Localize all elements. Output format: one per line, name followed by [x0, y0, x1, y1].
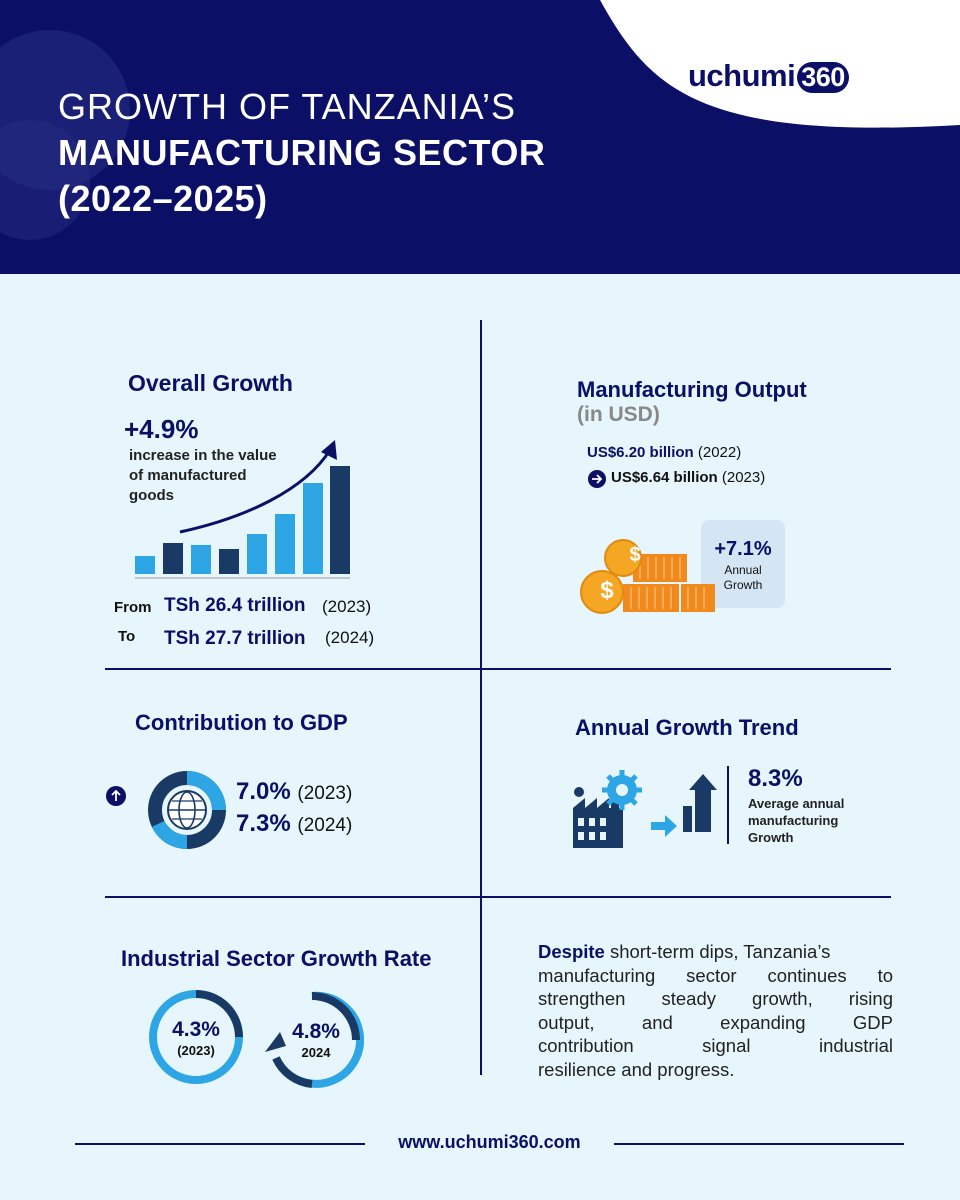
gdp-title: Contribution to GDP — [135, 710, 348, 735]
title-line-3: (2022–2025) — [58, 178, 268, 219]
header-banner: GROWTH OF TANZANIA’S MANUFACTURING SECTO… — [0, 0, 960, 274]
summary-lead: Despite — [538, 941, 605, 962]
trend-label-2: manufacturing — [748, 813, 839, 828]
output-2022-value: US$6.20 billion — [587, 444, 694, 461]
from-value: TSh 26.4 trillion — [164, 595, 306, 616]
from-year: (2023) — [322, 597, 372, 616]
arrow-right-circle-icon — [588, 470, 606, 488]
trend-label-3: Growth — [748, 830, 794, 845]
output-2022-year: (2022) — [697, 444, 742, 461]
summary-line-3: strengthen steady growth, rising — [538, 988, 893, 1009]
gdp-2023: 7.0% (2023) — [236, 778, 352, 806]
grid-divider-1 — [105, 668, 891, 670]
growth-bar-chart-icon — [135, 440, 350, 579]
industrial-2024-value: 4.8% — [292, 1020, 340, 1043]
title-line-1: GROWTH OF TANZANIA’S — [58, 86, 516, 127]
gdp-2023-year: (2023) — [297, 783, 353, 804]
desc-line-1: increase in the value — [129, 447, 277, 464]
background-watermark-icon — [0, 30, 130, 240]
industrial-ring-2024 — [265, 991, 364, 1088]
footer-line-right — [614, 1143, 904, 1145]
gdp-donut-globe-icon — [148, 771, 226, 850]
to-label: To — [118, 628, 136, 645]
desc-line-2: of manufactured — [129, 467, 247, 484]
uchumi360-logo: uchumi 360 — [688, 58, 849, 94]
coin-symbol-large: $ — [600, 577, 614, 604]
industrial-ring-2023 — [149, 990, 243, 1084]
desc-line-3: goods — [129, 487, 174, 504]
to-value: TSh 27.7 trillion — [164, 628, 306, 649]
overall-growth-percent: +4.9% — [124, 414, 199, 444]
overall-growth-title: Overall Growth — [128, 370, 293, 396]
gdp-2023-value: 7.0% — [236, 778, 291, 805]
summary-line-6: resilience and progress. — [538, 1058, 735, 1080]
factory-gears-growth-icon — [573, 770, 717, 848]
output-growth-value: +7.1% — [714, 538, 772, 560]
grid-vertical-divider — [480, 320, 482, 1075]
trend-divider — [727, 766, 729, 844]
arrow-up-circle-icon — [106, 786, 126, 806]
growth-label-2: Growth — [723, 578, 763, 592]
industrial-title: Industrial Sector Growth Rate — [121, 946, 432, 971]
output-2023-value: US$6.64 billion — [611, 469, 718, 486]
title-line-2: MANUFACTURING SECTOR — [58, 132, 546, 173]
summary-line-1-rest: short-term dips, Tanzania’s — [604, 941, 831, 962]
output-growth-label: Annual Growth — [708, 563, 778, 593]
summary-line-1: Despite short-term dips, Tanzania’s — [538, 940, 893, 964]
gdp-2024-year: (2024) — [297, 815, 353, 836]
grid-divider-2 — [105, 896, 891, 898]
growth-label-1: Annual — [724, 563, 762, 577]
manufacturing-output-subtitle: (in USD) — [577, 403, 660, 426]
output-2023: US$6.64 billion (2023) — [611, 469, 765, 486]
industrial-2023-label: (2023) — [177, 1043, 215, 1058]
to-year: (2024) — [325, 628, 375, 647]
gdp-2024: 7.3% (2024) — [236, 810, 352, 838]
coin-symbol-small: $ — [629, 544, 641, 566]
logo-number: 360 — [797, 62, 849, 93]
header-swoosh — [600, 0, 960, 128]
overall-growth-description: increase in the value of manufactured go… — [129, 446, 277, 506]
output-2023-year: (2023) — [721, 469, 766, 486]
summary-line-5: contribution signal industrial — [538, 1035, 893, 1056]
trend-label: Average annual manufacturing Growth — [748, 795, 844, 846]
output-2022: US$6.20 billion (2022) — [587, 444, 741, 461]
trend-value: 8.3% — [748, 765, 803, 792]
logo-text: uchumi — [688, 58, 796, 93]
coins-and-containers-icon — [580, 539, 715, 614]
trend-label-1: Average annual — [748, 796, 845, 811]
summary-line-4: output, and expanding GDP — [538, 1011, 893, 1033]
summary-line-2: manufacturing sector continues to — [538, 964, 893, 986]
industrial-2023-value: 4.3% — [172, 1018, 220, 1041]
manufacturing-output-title: Manufacturing Output — [577, 377, 807, 402]
footer-url-link[interactable]: www.uchumi360.com — [398, 1132, 581, 1152]
footer-line-left — [75, 1143, 365, 1145]
from-label: From — [114, 599, 152, 616]
summary-paragraph: Despite short-term dips, Tanzania’s manu… — [538, 940, 893, 1081]
industrial-2024-label: 2024 — [301, 1045, 331, 1060]
gdp-2024-value: 7.3% — [236, 810, 291, 837]
trend-title: Annual Growth Trend — [575, 715, 799, 740]
